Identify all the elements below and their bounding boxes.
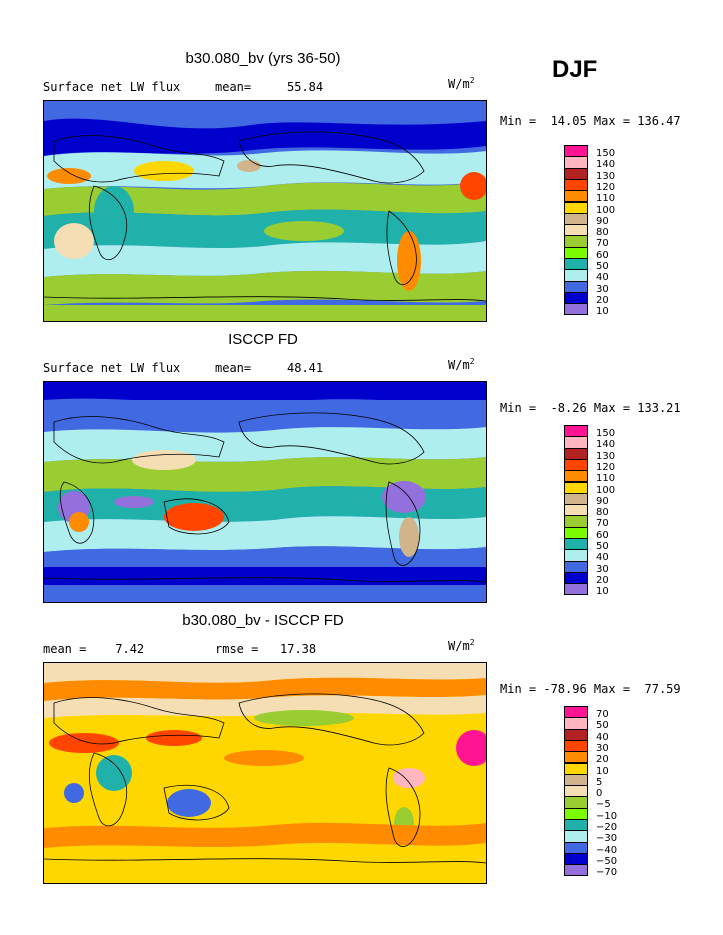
panel-2-stat-value: 48.41 — [287, 361, 324, 375]
panel-2-left-label: Surface net LW flux — [43, 361, 181, 375]
legend-label: −70 — [596, 867, 618, 879]
legend-label: 70 — [596, 238, 609, 250]
legend-label: 20 — [596, 574, 609, 586]
legend-label: 10 — [596, 586, 609, 598]
legend-label: 10 — [596, 765, 609, 777]
legend-label: 50 — [596, 261, 609, 272]
legend-label: −5 — [596, 799, 611, 811]
panel-1-left-label: Surface net LW flux — [43, 80, 181, 94]
legend-label: 60 — [596, 529, 609, 541]
legend-swatch — [564, 864, 588, 877]
panel-3-title: b30.080_bv - ISCCP FD — [182, 612, 344, 629]
legend-label: 130 — [596, 450, 616, 462]
panel-1-title: b30.080_bv (yrs 36-50) — [185, 50, 341, 67]
legend-label: 120 — [596, 461, 616, 473]
panel-1-unit: W/m2 — [448, 76, 475, 91]
legend-label: 0 — [596, 788, 603, 800]
legend-label: 120 — [596, 181, 616, 193]
panel-1-map — [43, 100, 487, 322]
legend-label: 70 — [596, 709, 609, 720]
panel-3-unit: W/m2 — [448, 638, 475, 653]
legend-label: 140 — [596, 439, 616, 451]
legend-label: −50 — [596, 855, 618, 867]
panel-1-minmax: Min = 14.05 Max = 136.47 — [500, 114, 681, 128]
legend-label: 5 — [596, 776, 603, 788]
legend-swatch — [564, 303, 588, 316]
legend-label: 140 — [596, 159, 616, 171]
legend-label: 110 — [596, 193, 616, 205]
legend-label: 80 — [596, 507, 609, 519]
legend-label: 150 — [596, 428, 616, 439]
legend-label: 50 — [596, 541, 609, 552]
legend-label: −40 — [596, 844, 618, 856]
panel-3-left-label: mean = 7.42 — [43, 642, 145, 656]
legend-label: 80 — [596, 227, 609, 239]
legend-label: 110 — [596, 473, 616, 485]
panel-3-map-graphic — [44, 663, 486, 883]
legend-label: −20 — [596, 822, 618, 833]
panel-3-map — [43, 662, 487, 884]
panel-2-title: ISCCP FD — [228, 331, 298, 348]
panel-2-unit: W/m2 — [448, 357, 475, 372]
legend-label: 20 — [596, 294, 609, 306]
legend-label: 40 — [596, 272, 609, 284]
panel-2-minmax: Min = -8.26 Max = 133.21 — [500, 401, 681, 415]
panel-3-stat-label: rmse = — [215, 642, 259, 656]
panel-2-stat-label: mean= — [215, 361, 252, 375]
panel-1-stat-value: 55.84 — [287, 80, 324, 94]
panel-1-map-graphic — [44, 101, 486, 321]
legend-label: 70 — [596, 518, 609, 530]
legend-label: 30 — [596, 283, 609, 295]
legend-label: 30 — [596, 742, 609, 754]
legend-label: 10 — [596, 306, 609, 318]
legend-label: 130 — [596, 170, 616, 182]
legend-label: 90 — [596, 215, 609, 227]
season-label: DJF — [552, 56, 598, 83]
legend-swatch — [564, 583, 588, 596]
legend-label: −30 — [596, 833, 618, 845]
legend-label: 50 — [596, 720, 609, 732]
panel-1-stat-label: mean= — [215, 80, 252, 94]
panel-2-map-graphic — [44, 382, 486, 602]
legend-label: −10 — [596, 810, 618, 822]
legend-label: 40 — [596, 731, 609, 743]
legend-label: 40 — [596, 552, 609, 564]
panel-3-stat-value: 17.38 — [280, 642, 317, 656]
legend-label: 150 — [596, 148, 616, 159]
legend-label: 100 — [596, 484, 616, 496]
legend-label: 60 — [596, 249, 609, 261]
legend-label: 90 — [596, 495, 609, 507]
legend-label: 30 — [596, 563, 609, 575]
panel-2-map — [43, 381, 487, 603]
legend-label: 20 — [596, 754, 609, 766]
panel-3-minmax: Min = -78.96 Max = 77.59 — [500, 682, 681, 696]
legend-label: 100 — [596, 204, 616, 216]
